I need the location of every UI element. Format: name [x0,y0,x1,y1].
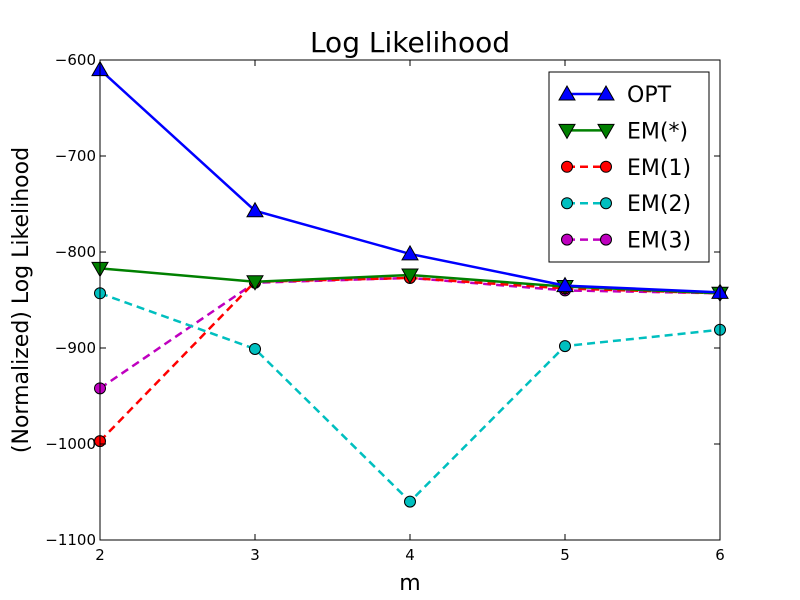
series-line-em-1 [99,276,721,442]
y-tick-label: −900 [55,339,96,357]
y-tick-label: −800 [55,243,96,261]
legend-label-em-3: EM(3) [627,229,691,254]
series-line-em-2 [99,292,721,504]
legend-box [548,71,710,263]
y-axis-label: (Normalized) Log Likelihood [9,147,34,453]
legend-label-em: EM(*) [627,119,688,144]
legend-label-em-1: EM(1) [627,156,691,181]
data-point-em-2 [249,342,261,355]
y-tick-label: −1100 [45,531,96,549]
legend-marker-opt [597,84,615,101]
legend-label-opt: OPT [627,83,672,108]
legend-marker-em-1 [561,160,573,173]
legend-marker-opt [558,84,576,101]
legend-marker-em [597,123,615,140]
legend-marker-em-2 [600,197,612,210]
legend-label-em-2: EM(2) [627,192,691,217]
data-point-opt [246,201,264,218]
x-tick-label: 3 [250,546,260,564]
series-layer [91,60,729,508]
x-tick-label: 4 [405,546,415,564]
legend: OPT EM(*) EM(1) EM(2) EM(3) [548,71,710,263]
legend-marker-em-1 [600,160,612,173]
chart-title: Log Likelihood [310,26,510,59]
legend-marker-em-3 [561,233,573,246]
legend-marker-em-3 [600,233,612,246]
legend-marker-em [558,123,576,140]
y-tick-label: −700 [55,147,96,165]
data-point-opt [401,244,419,261]
data-point-em [246,275,264,291]
x-axis-label: m [399,571,420,596]
data-point-em-2 [404,495,416,508]
series-line-em-3 [99,276,721,390]
data-point-opt [556,276,574,293]
legend-marker-em-2 [561,197,573,210]
data-point-em-2 [559,340,571,353]
x-tick-label: 5 [560,546,570,564]
data-point-em [401,268,419,285]
y-tick-label: −600 [55,51,96,69]
axis-ticks: 2 3 4 5 6 −600 −700 −800 −900 −1000 −1100 [45,51,725,564]
y-tick-label: −1000 [45,435,96,453]
x-tick-label: 2 [95,546,105,564]
x-tick-label: 6 [715,546,725,564]
